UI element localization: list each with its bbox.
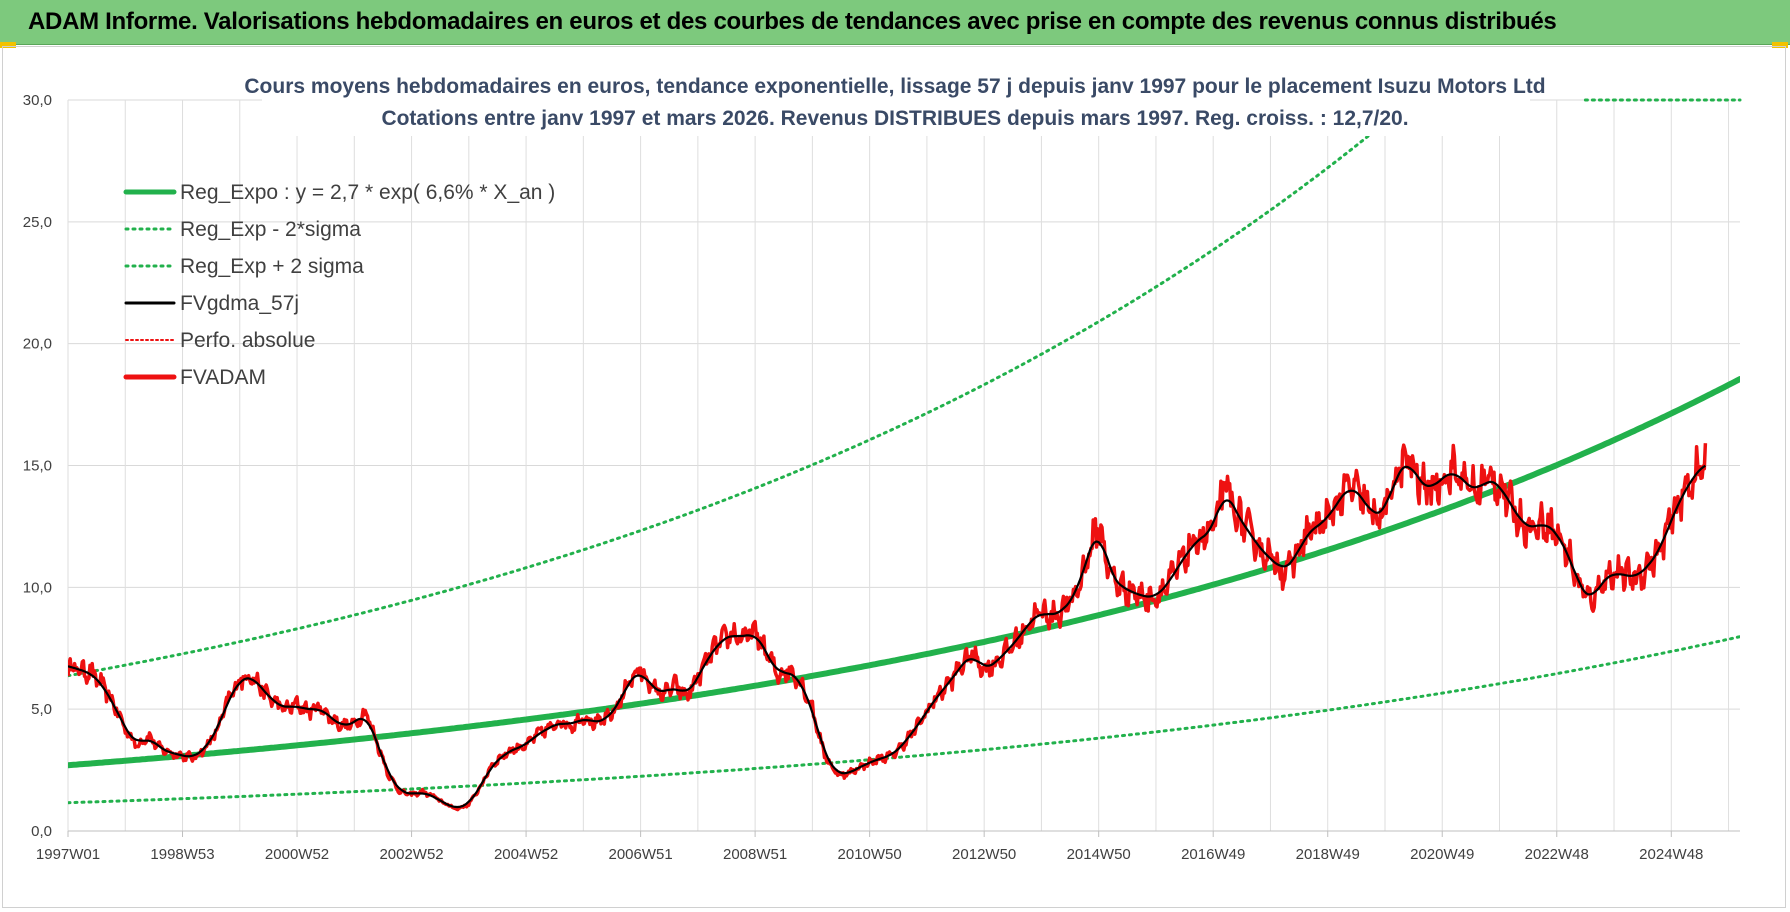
legend-item: Perfo. absolue <box>125 329 315 352</box>
x-tick-label: 1998W53 <box>150 846 214 863</box>
x-tick-label: 2000W52 <box>265 846 329 863</box>
corner-marker-right <box>1772 42 1788 48</box>
corner-marker-left <box>0 42 16 48</box>
y-tick-label: 25,0 <box>23 214 52 231</box>
legend-item: FVADAM <box>123 366 266 389</box>
series-reg-expo <box>68 376 1740 769</box>
x-tick-label: 1997W01 <box>36 846 100 863</box>
y-axis-ticks: 0,0 5,0 10,0 15,0 20,0 25,0 30,0 <box>23 92 52 840</box>
x-tick-label: 2012W50 <box>952 846 1016 863</box>
x-tick-label: 2024W48 <box>1639 846 1703 863</box>
series-layer <box>68 98 1742 812</box>
series-reg-exp-plus-2sigma <box>68 100 1415 678</box>
x-tick-label: 2010W50 <box>838 846 902 863</box>
x-axis-ticks: 1997W01 1998W53 2000W52 2002W52 2004W52 2006W… <box>36 831 1703 863</box>
legend-item: FVgdma_57j <box>124 292 299 315</box>
series-fvadam <box>68 443 1708 812</box>
grid <box>67 99 1740 832</box>
y-tick-label: 30,0 <box>23 92 52 109</box>
x-tick-label: 2018W49 <box>1296 846 1360 863</box>
y-tick-label: 20,0 <box>23 336 52 353</box>
legend-item: Reg_Expo : y = 2,7 * exp( 6,6% * X_an ) <box>123 181 555 204</box>
title-backdrop <box>262 66 1530 136</box>
x-tick-label: 2016W49 <box>1181 846 1245 863</box>
series-fvgdma-57j <box>68 464 1706 809</box>
legend-item: Reg_Exp - 2*sigma <box>124 218 361 241</box>
x-tick-label: 2020W49 <box>1410 846 1474 863</box>
banner: ADAM Informe. Valorisations hebdomadaire… <box>0 0 1790 45</box>
x-tick-label: 2006W51 <box>608 846 672 863</box>
series-reg-exp-minus-2sigma <box>68 635 1740 805</box>
chart-frame <box>2 46 1786 908</box>
legend: Reg_Expo : y = 2,7 * exp( 6,6% * X_an ) R… <box>123 181 555 389</box>
legend-item: Reg_Exp + 2 sigma <box>124 255 364 278</box>
y-tick-label: 0,0 <box>31 823 52 840</box>
legend-label: Reg_Exp + 2 sigma <box>180 255 364 278</box>
x-tick-label: 2014W50 <box>1067 846 1131 863</box>
y-tick-label: 5,0 <box>31 701 52 718</box>
x-tick-label: 2008W51 <box>723 846 787 863</box>
legend-label: Reg_Exp - 2*sigma <box>180 218 361 241</box>
x-tick-label: 2004W52 <box>494 846 558 863</box>
banner-title: ADAM Informe. Valorisations hebdomadaire… <box>28 8 1557 35</box>
plot-area <box>68 100 1740 812</box>
legend-label: Perfo. absolue <box>180 329 315 352</box>
legend-label: Reg_Expo : y = 2,7 * exp( 6,6% * X_an ) <box>180 181 555 204</box>
x-tick-label: 2022W48 <box>1525 846 1589 863</box>
y-tick-label: 10,0 <box>23 579 52 596</box>
y-tick-label: 15,0 <box>23 458 52 475</box>
x-tick-label: 2002W52 <box>379 846 443 863</box>
chart-subtitle: Cotations entre janv 1997 et mars 2026. … <box>381 107 1408 130</box>
legend-label: FVgdma_57j <box>180 292 299 315</box>
legend-label: FVADAM <box>180 366 266 389</box>
chart-title: Cours moyens hebdomadaires en euros, ten… <box>244 75 1545 98</box>
